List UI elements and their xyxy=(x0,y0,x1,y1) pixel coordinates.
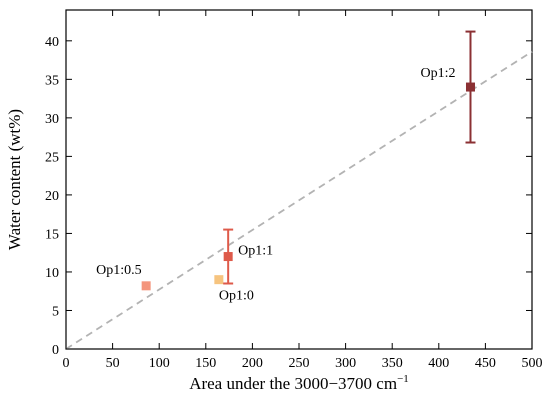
x-tick-label: 0 xyxy=(63,356,70,371)
x-axis-title-superscript: −1 xyxy=(397,373,409,385)
x-axis-title: Area under the 3000−3700 cm−1 xyxy=(189,373,409,393)
y-tick-label: 35 xyxy=(45,73,59,88)
x-tick-label: 450 xyxy=(475,356,496,371)
y-tick-label: 20 xyxy=(45,189,59,204)
y-tick-label: 15 xyxy=(45,227,59,242)
y-tick-label: 10 xyxy=(45,266,59,281)
y-tick-label: 30 xyxy=(45,112,59,127)
trendline xyxy=(65,50,533,350)
data-point-label: Op1:1 xyxy=(238,244,273,259)
plot-area xyxy=(65,9,533,350)
y-tick-label: 5 xyxy=(52,304,59,319)
axis-ticks: 0 50 100 150 200 250 300 350 400 450 500 0 5 10 15 20 25… xyxy=(45,10,543,371)
data-point-label: Op1:2 xyxy=(420,66,455,81)
x-tick-label: 250 xyxy=(289,356,310,371)
y-axis-title: Water content (wt%) xyxy=(5,109,24,250)
x-tick-label: 100 xyxy=(149,356,170,371)
data-point-marker xyxy=(465,82,475,92)
x-axis-title-text: Area under the 3000−3700 cm xyxy=(189,374,397,393)
data-point-marker xyxy=(141,281,151,291)
data-points: Op1:0.5 Op1:0 Op1:1 Op1:2 xyxy=(96,30,476,304)
y-tick-label: 40 xyxy=(45,35,59,50)
x-tick-label: 50 xyxy=(106,356,120,371)
trendline-layer xyxy=(65,50,533,350)
data-point-marker xyxy=(214,275,224,285)
data-point-marker xyxy=(223,252,233,262)
y-tick-label: 25 xyxy=(45,150,59,165)
x-tick-label: 150 xyxy=(195,356,216,371)
x-tick-label: 350 xyxy=(382,356,403,371)
x-tick-label: 200 xyxy=(242,356,263,371)
data-point-label: Op1:0.5 xyxy=(96,263,142,278)
y-tick-label: 0 xyxy=(52,343,59,358)
data-point-label: Op1:0 xyxy=(219,289,254,304)
x-tick-label: 400 xyxy=(428,356,449,371)
x-tick-label: 500 xyxy=(522,356,543,371)
x-tick-label: 300 xyxy=(335,356,356,371)
plot-border xyxy=(65,9,533,350)
